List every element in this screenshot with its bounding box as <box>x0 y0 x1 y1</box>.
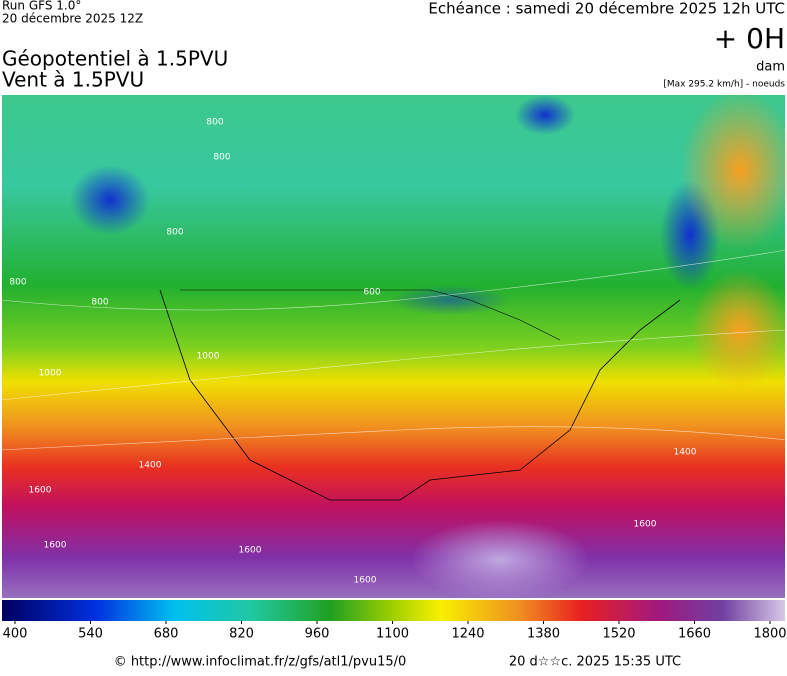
colorbar-label: 960 <box>305 627 330 642</box>
forecast: Echéance : samedi 20 décembre 2025 12h U… <box>428 0 785 18</box>
contour-label: 1600 <box>354 576 377 586</box>
source-url: © http://www.infoclimat.fr/z/gfs/atl1/pv… <box>114 655 407 670</box>
contour-label: 800 <box>166 228 183 238</box>
unit: dam <box>756 60 785 75</box>
colorbar-label: 540 <box>78 627 103 642</box>
contour-label: 1600 <box>634 520 657 530</box>
colorbar-label: 1240 <box>451 627 484 642</box>
timestamp: 20 d☆☆c. 2025 15:35 UTC <box>509 655 681 670</box>
contour-label: 1600 <box>29 486 52 496</box>
colorbar-label: 1100 <box>376 627 409 642</box>
contour-label: 800 <box>206 118 223 128</box>
colorbar <box>2 600 785 621</box>
run-date: 20 décembre 2025 12Z <box>2 12 143 26</box>
colorbar-label: 1520 <box>602 627 635 642</box>
offset: + 0H <box>714 22 785 55</box>
contour-label: 800 <box>91 298 108 308</box>
contour-label: 1600 <box>44 541 67 551</box>
run: Run GFS 1.0° <box>2 0 81 13</box>
contour-label: 600 <box>363 288 380 298</box>
contour-label: 1600 <box>239 546 262 556</box>
contour-label: 800 <box>9 278 26 288</box>
colorbar-label: 400 <box>3 627 28 642</box>
colorbar-label: 1660 <box>678 627 711 642</box>
contour-label: 1400 <box>674 448 697 458</box>
contour-label: 800 <box>213 153 230 163</box>
map <box>0 90 787 600</box>
colorbar-label: 820 <box>229 627 254 642</box>
colorbar-label: 1800 <box>753 627 786 642</box>
contour-label: 1000 <box>197 352 220 362</box>
contour-label: 1400 <box>139 461 162 471</box>
title: Vent à 1.5PVU <box>2 68 144 92</box>
colorbar-label: 1380 <box>527 627 560 642</box>
title: Géopotentiel à 1.5PVU <box>2 47 228 71</box>
colorbar-label: 680 <box>154 627 179 642</box>
contour-label: 1000 <box>39 369 62 379</box>
max-note: [Max 295.2 km/h] - noeuds <box>663 80 785 90</box>
